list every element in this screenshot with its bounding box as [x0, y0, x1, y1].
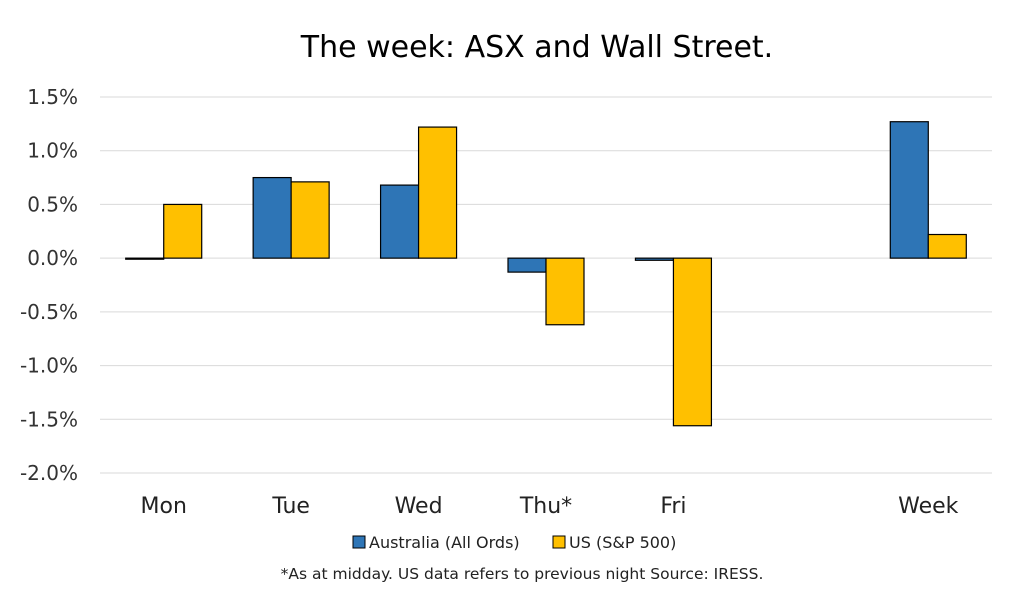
bar-australia	[379, 184, 420, 259]
y-tick-label: 1.5%	[27, 85, 78, 109]
bar-australia	[507, 257, 547, 273]
legend-label: Australia (All Ords)	[369, 533, 520, 552]
bar-australia	[889, 121, 929, 259]
y-tick-label: -1.0%	[20, 354, 78, 378]
x-category-label: Week	[898, 494, 959, 519]
x-axis-category-labels: Mon Tue Wed Thu* Fri Week	[141, 494, 959, 519]
chart-title: The week: ASX and Wall Street.	[300, 30, 773, 65]
bar-us	[927, 233, 967, 259]
y-tick-label: 0.0%	[27, 246, 78, 270]
bar-australia	[125, 257, 165, 260]
legend-swatch	[352, 535, 366, 549]
y-axis-tick-labels: 1.5% 1.0% 0.5% 0.0% -0.5% -1.0% -1.5% -2.0%	[20, 85, 78, 485]
bar-us	[163, 203, 203, 259]
x-category-label: Tue	[271, 494, 310, 519]
bar-us	[417, 126, 458, 259]
y-tick-label: -0.5%	[20, 300, 78, 324]
bar-us	[672, 257, 713, 427]
legend-swatch	[552, 535, 566, 549]
y-tick-label: 1.0%	[27, 139, 78, 163]
legend: Australia (All Ords) US (S&P 500)	[352, 533, 676, 552]
legend-label: US (S&P 500)	[569, 533, 676, 552]
footnote: *As at midday. US data refers to previou…	[281, 565, 764, 583]
bar-australia	[634, 257, 675, 261]
x-category-label: Thu*	[519, 494, 572, 519]
x-category-label: Wed	[395, 494, 443, 519]
x-category-label: Fri	[660, 494, 686, 519]
bars	[125, 121, 967, 427]
y-tick-label: -2.0%	[20, 461, 78, 485]
bar-us	[290, 181, 330, 259]
y-tick-label: 0.5%	[27, 192, 78, 216]
bar-us	[545, 257, 585, 326]
x-category-label: Mon	[141, 494, 187, 519]
y-tick-label: -1.5%	[20, 407, 78, 431]
bar-australia	[252, 176, 292, 259]
